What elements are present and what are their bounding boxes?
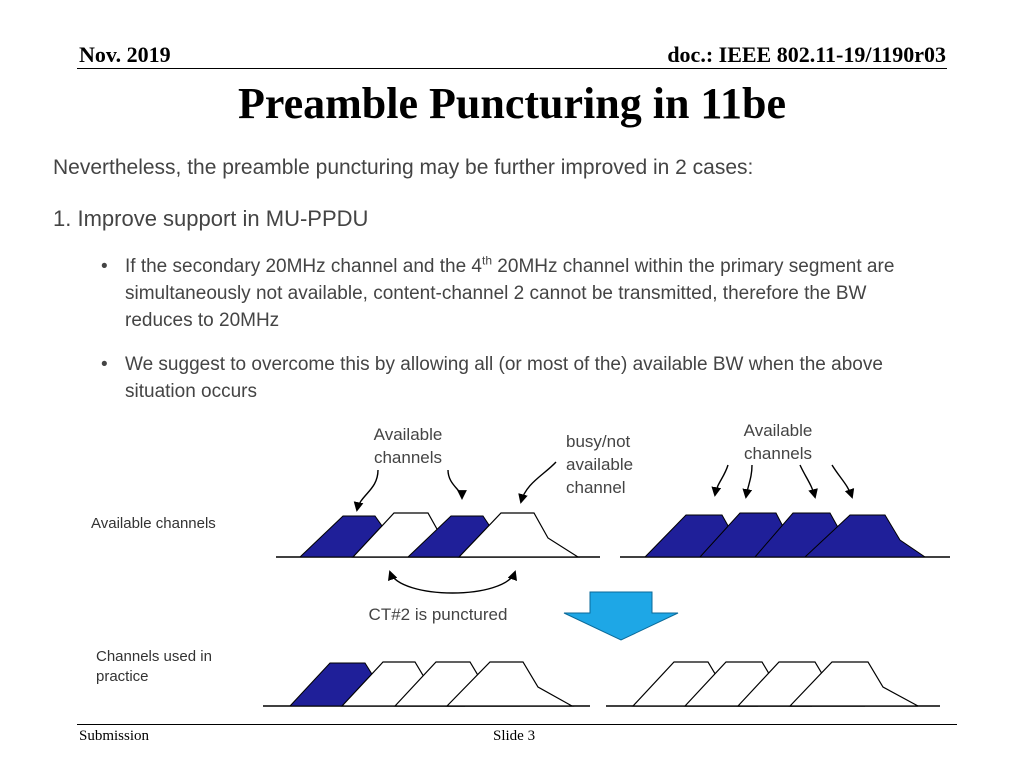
bullet-text-1: If the secondary 20MHz channel and the 4…	[125, 253, 895, 331]
footer-divider	[77, 724, 957, 725]
numbered-point-1: 1. Improve support in MU-PPDU	[53, 206, 369, 231]
ct-punctured-label: CT#2 is punctured	[369, 605, 508, 624]
channel-unused	[445, 661, 575, 707]
row2-label-line2: practice	[96, 668, 149, 685]
pointer-arrow	[799, 464, 818, 499]
header-divider	[77, 68, 947, 69]
bullet-glyph: •	[101, 256, 108, 277]
available-label-line2: channels	[374, 448, 442, 467]
busy-label-line2: available	[566, 455, 633, 474]
puncture-double-arrow	[388, 570, 517, 594]
down-arrow-icon	[563, 591, 679, 641]
pointer-arrows	[353, 461, 855, 512]
row2-left-channels	[263, 661, 590, 707]
pointer-arrow	[711, 464, 729, 497]
row2-right-channels	[606, 661, 940, 707]
bullet-glyph: •	[101, 354, 108, 375]
bullet-item-2: • We suggest to overcome this by allowin…	[101, 351, 931, 405]
channel-available	[803, 514, 927, 558]
channel-unused	[788, 661, 919, 707]
channel-busy	[457, 512, 581, 558]
available-label2-line2: channels	[744, 444, 812, 463]
header-date: Nov. 2019	[79, 42, 171, 67]
pointer-arrow	[742, 464, 753, 499]
busy-label-line3: channel	[566, 478, 626, 497]
available-label2-line1: Available	[744, 421, 813, 440]
superscript: th	[482, 253, 493, 268]
row1-right-channels	[620, 512, 950, 558]
pointer-arrow	[353, 469, 379, 512]
row1-left-channels	[276, 512, 600, 558]
footer-slide-number: Slide 3	[493, 728, 536, 744]
available-label-line1: Available	[374, 425, 443, 444]
intro-text: Nevertheless, the preamble puncturing ma…	[53, 156, 754, 179]
slide-title: Preamble Puncturing in 11be	[238, 79, 786, 128]
busy-label-line1: busy/not	[566, 432, 631, 451]
bullet-text-2: We suggest to overcome this by allowing …	[125, 354, 883, 402]
footer-submission: Submission	[79, 728, 150, 744]
pointer-arrow	[831, 464, 855, 499]
pointer-arrow	[518, 461, 557, 504]
header-doc-id: doc.: IEEE 802.11-19/1190r03	[667, 42, 946, 67]
row1-label: Available channels	[91, 515, 216, 532]
bullet-item-1: • If the secondary 20MHz channel and the…	[101, 253, 931, 334]
pointer-arrow	[447, 469, 467, 500]
row2-label-line1: Channels used in	[96, 648, 212, 665]
